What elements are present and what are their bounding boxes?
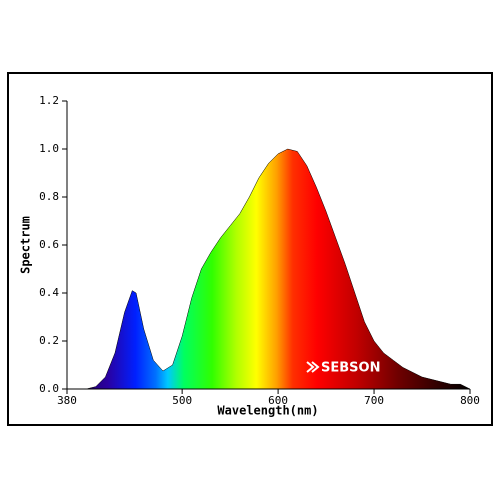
x-tick-label: 500 xyxy=(172,394,192,407)
y-tick-label: 1.2 xyxy=(39,94,59,107)
y-tick-label: 0.8 xyxy=(39,190,59,203)
x-tick-label: 800 xyxy=(460,394,480,407)
y-tick-label: 0.0 xyxy=(39,382,59,395)
y-tick-label: 1.0 xyxy=(39,142,59,155)
x-tick-label: 380 xyxy=(57,394,77,407)
y-tick-label: 0.6 xyxy=(39,238,59,251)
y-tick-label: 0.4 xyxy=(39,286,59,299)
y-axis-label: Spectrum xyxy=(19,216,33,274)
x-tick-label: 600 xyxy=(268,394,288,407)
x-axis-label: Wavelength(nm) xyxy=(217,404,318,418)
logo-arrow xyxy=(306,361,320,373)
frame xyxy=(7,72,493,426)
spectrum-area xyxy=(67,148,471,390)
y-tick-label: 0.2 xyxy=(39,334,59,347)
logo: SEBSON xyxy=(321,361,380,376)
x-tick-label: 700 xyxy=(364,394,384,407)
